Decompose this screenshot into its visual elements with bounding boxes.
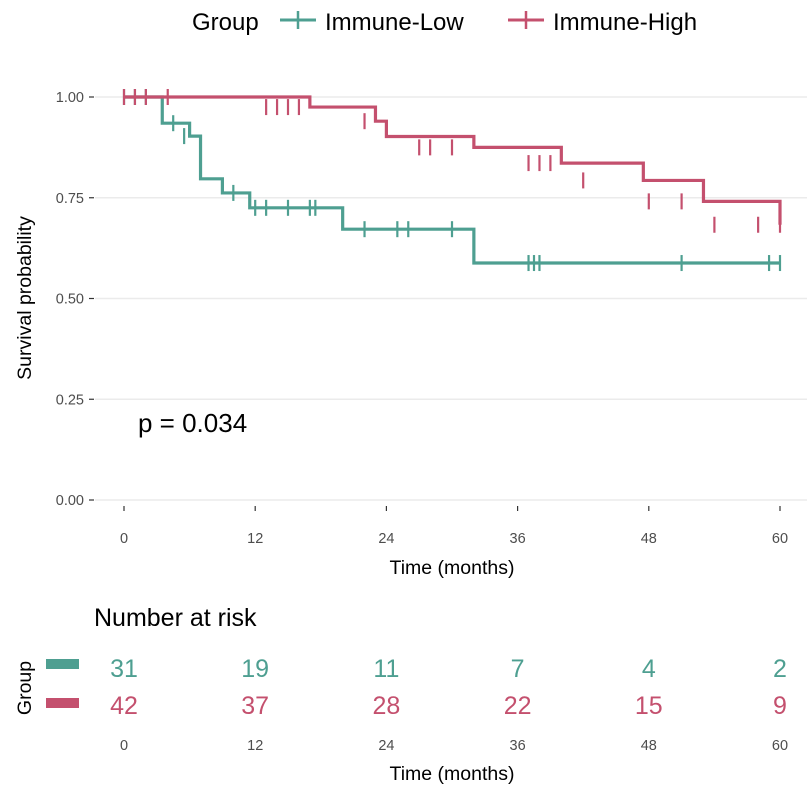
risk-key-immune-low <box>46 659 79 669</box>
survival-curve <box>124 95 780 265</box>
x-tick-label: 48 <box>641 531 657 547</box>
legend-label: Immune-High <box>553 9 697 36</box>
y-tick-label: 0.00 <box>56 493 84 509</box>
risk-table-x-title: Time (months) <box>390 763 515 785</box>
risk-count-immune-high: 22 <box>504 692 532 720</box>
risk-time-label: 48 <box>641 738 657 754</box>
risk-table-title: Number at risk <box>94 604 257 632</box>
risk-count-immune-high: 42 <box>110 692 138 720</box>
y-tick-label: 0.50 <box>56 292 84 308</box>
risk-key-immune-high <box>46 698 79 708</box>
legend-item-immune-low: Immune-Low <box>280 9 464 36</box>
risk-count-immune-low: 4 <box>642 655 656 683</box>
risk-time-label: 0 <box>120 738 128 754</box>
p-value-label: p = 0.034 <box>138 408 247 438</box>
x-tick-label: 60 <box>772 531 788 547</box>
x-tick-label: 24 <box>378 531 394 547</box>
series-immune-high <box>122 89 782 233</box>
y-tick-label: 0.75 <box>56 191 84 207</box>
risk-count-immune-low: 11 <box>373 655 399 683</box>
risk-count-immune-high: 9 <box>773 692 787 720</box>
x-axis-title: Time (months) <box>390 557 515 579</box>
risk-time-label: 60 <box>772 738 788 754</box>
legend-title: Group <box>192 9 259 36</box>
risk-count-immune-low: 31 <box>110 655 138 683</box>
y-tick-label: 1.00 <box>56 90 84 106</box>
legend-item-immune-high: Immune-High <box>508 9 697 36</box>
risk-time-label: 36 <box>510 738 526 754</box>
legend-label: Immune-Low <box>325 9 464 36</box>
risk-count-immune-high: 37 <box>241 692 269 720</box>
x-tick-label: 36 <box>510 531 526 547</box>
risk-table-y-title: Group <box>14 661 36 715</box>
risk-count-immune-high: 15 <box>635 692 663 720</box>
x-tick-label: 12 <box>247 531 263 547</box>
y-tick-label: 0.25 <box>56 392 84 408</box>
risk-time-label: 12 <box>247 738 263 754</box>
risk-count-immune-low: 2 <box>773 655 787 683</box>
risk-count-immune-low: 7 <box>511 655 525 683</box>
risk-time-label: 24 <box>378 738 394 754</box>
risk-count-immune-high: 28 <box>372 692 400 720</box>
risk-count-immune-low: 19 <box>241 655 269 683</box>
y-axis-title: Survival probability <box>14 216 36 380</box>
survival-curve <box>124 95 782 225</box>
x-tick-label: 0 <box>120 531 128 547</box>
